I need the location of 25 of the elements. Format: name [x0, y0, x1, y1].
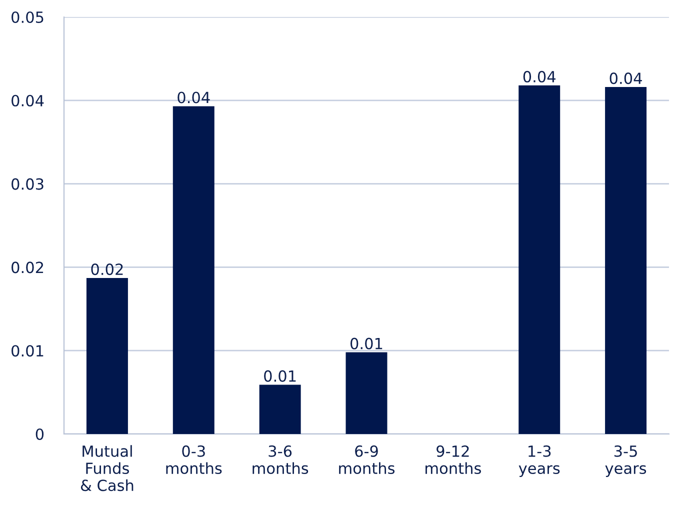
bar — [172, 106, 214, 434]
data-label: 0.02 — [91, 264, 123, 276]
data-label: 0.04 — [610, 72, 642, 84]
data-label: 0.01 — [264, 370, 296, 382]
x-tick-label: 6-9 months — [339, 445, 395, 474]
data-label: 0.04 — [178, 92, 210, 104]
data-label: 0.01 — [350, 338, 382, 350]
bar — [346, 352, 388, 434]
x-tick-label: 1-3 years — [518, 445, 560, 478]
bar — [259, 384, 301, 434]
bar — [605, 87, 647, 434]
bar — [518, 85, 560, 434]
x-tick-label: 0-3 months — [166, 445, 222, 474]
y-tick-label: 0 — [36, 428, 44, 440]
x-tick-label: 9-12 months — [426, 445, 481, 474]
x-tick-label: Mutual Funds & Cash — [80, 445, 134, 492]
x-tick-label: 3-5 years — [605, 445, 646, 478]
data-label: 0.04 — [523, 70, 556, 82]
bar — [86, 278, 128, 434]
x-tick-label: 3-6 months — [252, 445, 308, 474]
y-tick-label: 0.01 — [12, 345, 44, 357]
y-tick-label: 0.03 — [12, 178, 44, 190]
y-tick-label: 0.04 — [12, 94, 44, 106]
y-tick-label: 0.05 — [12, 11, 44, 24]
y-tick-label: 0.02 — [12, 262, 44, 274]
